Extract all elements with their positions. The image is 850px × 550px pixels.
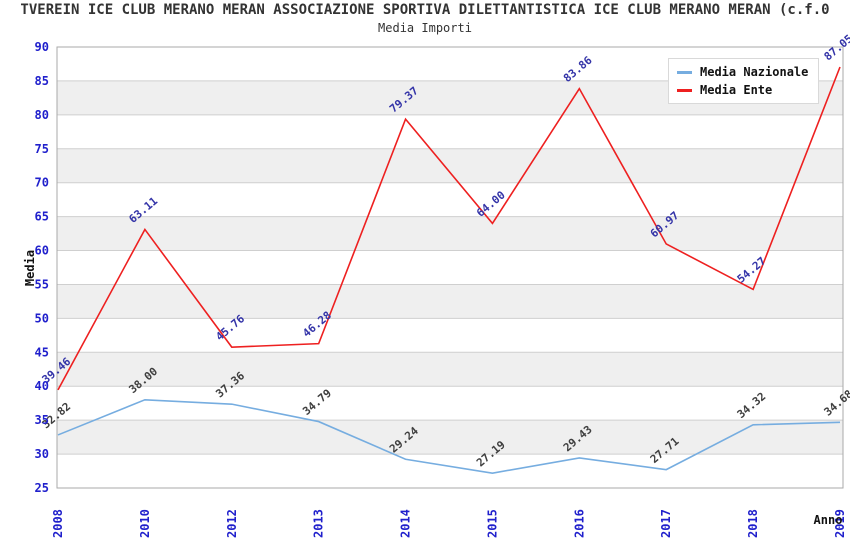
legend-label: Media Ente	[700, 83, 773, 97]
x-tick-label: 2018	[746, 509, 760, 538]
series-line-media-nazionale	[57, 398, 841, 474]
x-tick-label: 2010	[138, 509, 152, 538]
y-tick-label: 75	[35, 142, 49, 156]
plot-border	[56, 46, 844, 489]
series-line-media-ente	[57, 66, 841, 391]
y-tick-label: 50	[35, 311, 49, 325]
legend-item: Media Ente	[677, 81, 808, 99]
x-tick-label: 2016	[572, 509, 586, 538]
y-tick-label: 35	[35, 413, 49, 427]
y-tick-label: 25	[35, 481, 49, 495]
x-tick-label: 2017	[659, 509, 673, 538]
plot-band	[57, 114, 843, 149]
plot-band	[57, 352, 843, 387]
legend-item: Media Nazionale	[677, 63, 808, 81]
y-tick-label: 45	[35, 345, 49, 359]
y-tick-label: 80	[35, 108, 49, 122]
x-tick-label: 2019	[833, 509, 847, 538]
y-tick-label: 85	[35, 74, 49, 88]
y-tick-label: 70	[35, 176, 49, 190]
plot-band	[57, 420, 843, 455]
plot-band	[57, 386, 843, 421]
plot-band	[57, 182, 843, 217]
x-tick-label: 2013	[312, 509, 326, 538]
plot-band	[57, 454, 843, 488]
plot-band	[57, 250, 843, 285]
legend: Media Nazionale Media Ente	[668, 58, 820, 104]
plot-band	[57, 216, 843, 251]
x-tick-label: 2015	[485, 509, 499, 538]
chart-title: TVEREIN ICE CLUB MERANO MERAN ASSOCIAZIO…	[20, 2, 830, 18]
x-axis-title: Anno	[814, 513, 843, 527]
plot-band	[57, 318, 843, 353]
plot-band	[57, 284, 843, 319]
x-tick-label: 2008	[51, 509, 65, 538]
legend-label: Media Nazionale	[700, 65, 809, 79]
x-tick-label: 2014	[399, 509, 413, 538]
y-tick-label: 90	[35, 40, 49, 54]
x-tick-label: 2012	[225, 509, 239, 538]
chart-subtitle: Media Importi	[378, 21, 472, 35]
y-tick-label: 40	[35, 379, 49, 393]
legend-swatch	[677, 70, 692, 74]
y-axis-title: Media	[23, 250, 37, 286]
plot-band	[57, 148, 843, 183]
y-tick-label: 30	[35, 447, 49, 461]
y-tick-label: 55	[35, 277, 49, 291]
legend-swatch	[677, 88, 692, 92]
y-tick-label: 60	[35, 244, 49, 258]
y-tick-label: 65	[35, 210, 49, 224]
